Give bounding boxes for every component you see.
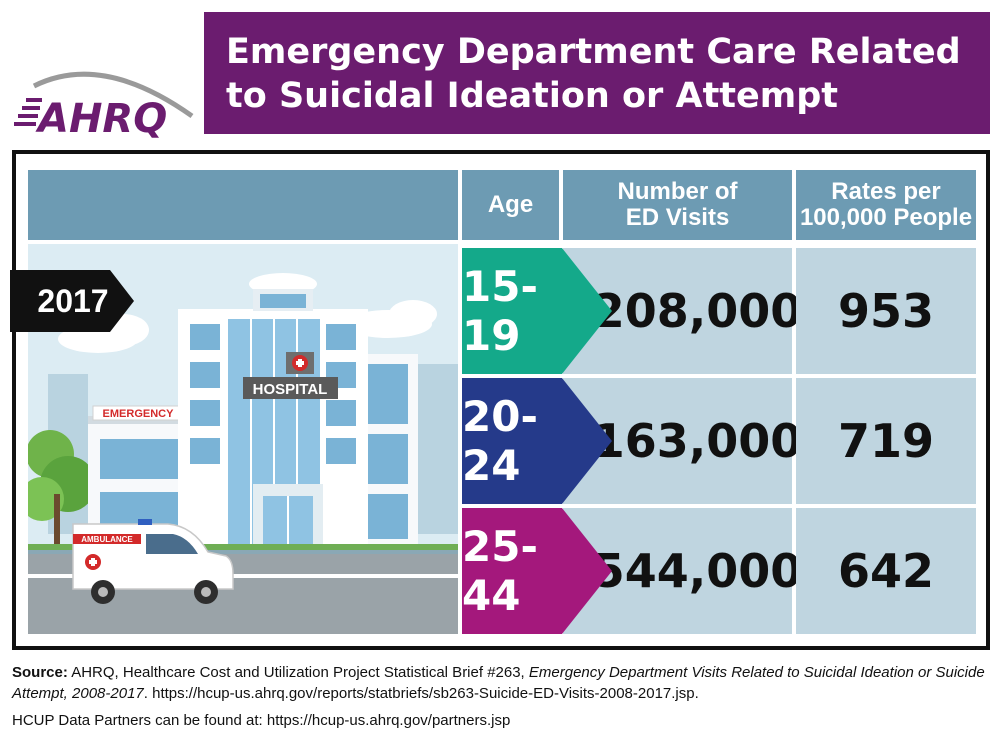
age-range: 25-44: [462, 522, 538, 620]
hospital-sign: HOSPITAL: [253, 381, 328, 398]
header-visits: Number of ED Visits: [563, 170, 792, 240]
source-title: Emergency Department Visits Related to S…: [12, 664, 985, 702]
source-citation: Source: AHRQ, Healthcare Cost and Utiliz…: [12, 662, 988, 704]
ambulance: AMBULANCE: [72, 519, 234, 604]
header-age: Age: [462, 170, 559, 240]
footer: Source: AHRQ, Healthcare Cost and Utiliz…: [12, 662, 988, 737]
data-table-frame: Age Number of ED Visits Rates per 100,00…: [12, 150, 990, 650]
age-badge: 20-24: [462, 378, 612, 504]
title-line-1: Emergency Department Care Related: [226, 32, 961, 72]
partners-note: HCUP Data Partners can be found at: http…: [12, 712, 511, 729]
ambulance-label: AMBULANCE: [81, 535, 133, 544]
source-url: . https://hcup-us.ahrq.gov/reports/statb…: [143, 685, 699, 702]
emergency-sign: EMERGENCY: [103, 408, 175, 420]
rate-value: 953: [796, 248, 976, 374]
age-badge: 25-44: [462, 508, 612, 634]
source-label: Source:: [12, 664, 68, 681]
title-banner: Emergency Department Care Related to Sui…: [204, 12, 990, 134]
rate-value: 719: [796, 378, 976, 504]
ed-visits-value: 163,000: [563, 378, 802, 504]
logo-text: AHRQ: [35, 96, 167, 140]
year-tag: [10, 270, 134, 332]
rate-value: 642: [796, 508, 976, 634]
age-badge: 15-19: [462, 248, 612, 374]
year-label: 2017: [37, 282, 109, 319]
age-range: 20-24: [462, 392, 538, 490]
ahrq-logo: AHRQ: [14, 71, 194, 140]
age-range: 15-19: [462, 262, 538, 360]
header-rates: Rates per 100,000 People: [796, 170, 976, 240]
page-title: Emergency Department Care Related to Sui…: [226, 30, 976, 118]
hospital-illustration: EMERGENCY HOSPITAL: [28, 244, 458, 634]
header-blank: [28, 170, 458, 240]
title-line-2: to Suicidal Ideation or Attempt: [226, 76, 839, 116]
source-text: AHRQ, Healthcare Cost and Utilization Pr…: [67, 664, 529, 681]
